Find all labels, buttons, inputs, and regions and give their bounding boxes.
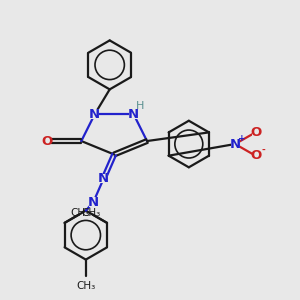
Text: +: + [238, 134, 245, 142]
Text: N: N [88, 196, 99, 209]
Bar [251, 127, 260, 137]
Bar [43, 136, 52, 146]
Text: -: - [262, 146, 265, 154]
Bar [89, 197, 98, 207]
Text: CH₃: CH₃ [82, 208, 101, 218]
Bar [99, 174, 108, 183]
Text: CH₃: CH₃ [70, 208, 90, 218]
Bar [129, 110, 138, 119]
Bar [251, 151, 260, 161]
Text: N: N [230, 137, 241, 151]
Text: CH₃: CH₃ [76, 281, 95, 291]
Text: N: N [128, 108, 139, 121]
Text: N: N [98, 172, 109, 185]
Bar [231, 139, 240, 149]
Text: O: O [250, 126, 262, 139]
Text: N: N [89, 108, 100, 121]
Text: O: O [250, 149, 262, 163]
Bar [90, 110, 99, 119]
Text: H: H [136, 101, 144, 111]
Text: O: O [41, 134, 52, 148]
